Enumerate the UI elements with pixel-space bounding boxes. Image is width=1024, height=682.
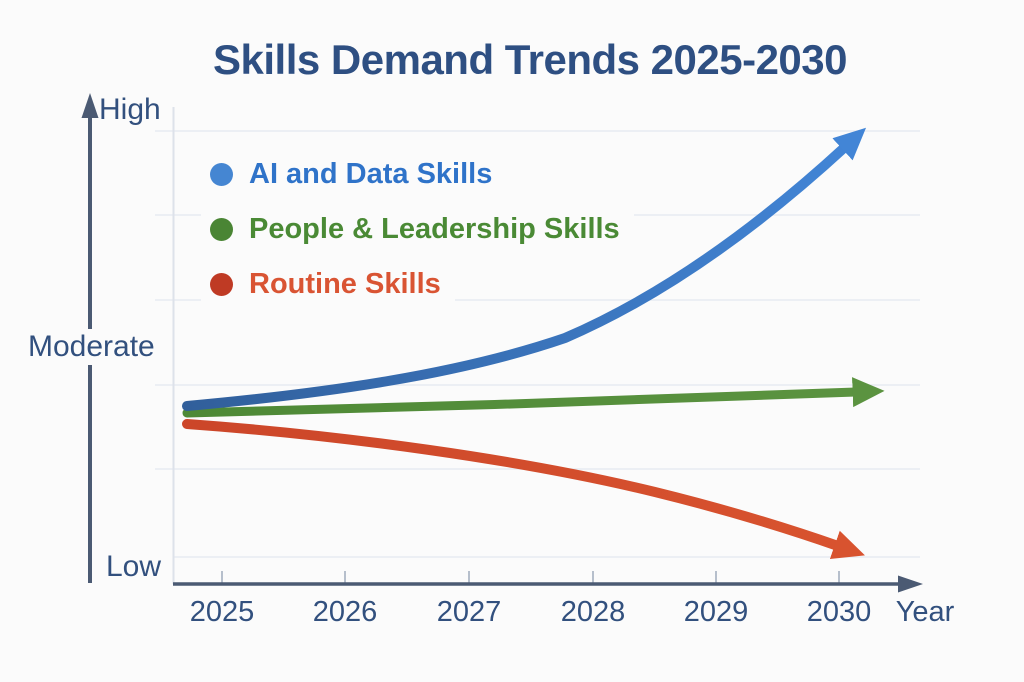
- x-axis: [173, 575, 923, 593]
- x-axis-arrowhead: [898, 575, 923, 593]
- legend-label: People & Leadership Skills: [249, 213, 620, 245]
- legend-item-people-leadership-skills: People & Leadership Skills: [201, 210, 634, 248]
- legend-item-routine-skills: Routine Skills: [201, 265, 455, 303]
- legend: AI and Data Skills People & Leadership S…: [201, 155, 634, 303]
- legend-dot-icon: [210, 272, 233, 296]
- y-axis-arrowhead: [81, 93, 99, 118]
- x-tick-label-2025: 2025: [189, 596, 255, 628]
- x-tick-label-2029: 2029: [683, 596, 749, 628]
- legend-dot-icon: [210, 162, 233, 186]
- y-label-low: Low: [106, 550, 162, 583]
- legend-item-ai-and-data-skills: AI and Data Skills: [201, 155, 507, 193]
- x-tick-label-2026: 2026: [312, 596, 378, 628]
- x-ticks: [221, 571, 840, 583]
- legend-label: Routine Skills: [249, 268, 441, 300]
- series-line-routine-skills: [182, 419, 865, 559]
- x-axis-title: Year: [895, 596, 955, 628]
- series-line-ai-and-data-skills: [182, 127, 867, 411]
- legend-dot-icon: [210, 217, 233, 241]
- chart-title: Skills Demand Trends 2025-2030: [213, 36, 848, 83]
- y-label-moderate: Moderate: [24, 329, 159, 365]
- series-line-people-leadership-skills: [182, 377, 885, 418]
- x-tick-label-2027: 2027: [436, 596, 502, 628]
- legend-label: AI and Data Skills: [249, 158, 493, 190]
- y-label-high: High: [99, 93, 161, 126]
- x-tick-label-2028: 2028: [560, 596, 626, 628]
- x-tick-label-2030: 2030: [806, 596, 872, 628]
